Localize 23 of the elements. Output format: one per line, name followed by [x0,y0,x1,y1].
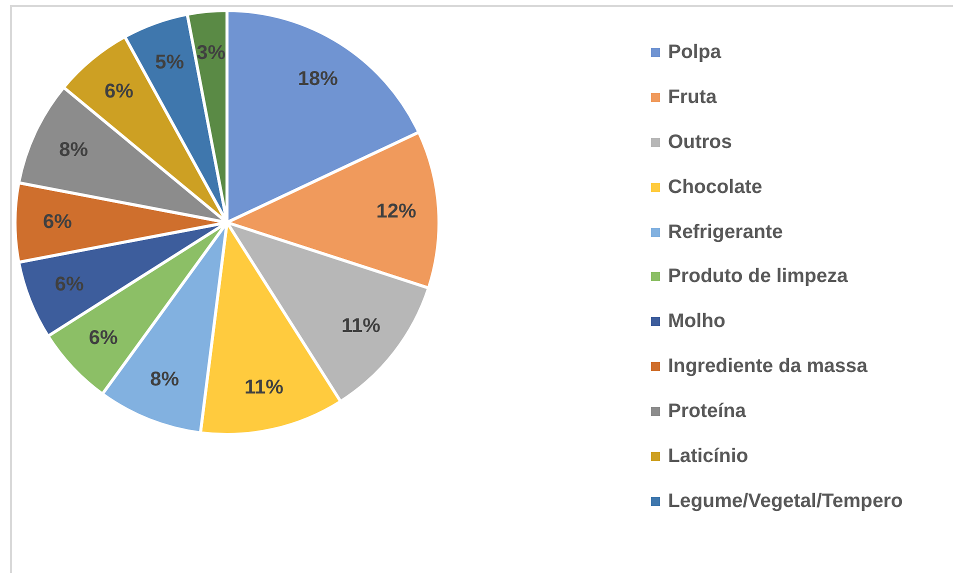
data-label: 6% [42,211,72,234]
data-label: 12% [376,200,416,222]
data-label: 6% [104,80,134,102]
legend-label: Legume/Vegetal/Tempero [668,490,903,513]
legend-label: Produto de limpeza [668,265,848,288]
data-label: 8% [59,138,88,161]
legend-label: Molho [668,310,726,334]
data-label: 11% [342,314,381,337]
data-label: 3% [196,42,226,64]
legend-label: Polpa [668,40,722,64]
legend-label: Laticínio [668,444,748,468]
legend-label: Fruta [668,86,717,109]
data-label: 6% [88,327,118,350]
data-label: 6% [54,273,84,296]
legend-label: Refrigerante [668,220,783,244]
data-label: 18% [298,68,338,90]
legend-label: Proteína [668,400,746,424]
data-label: 5% [155,51,184,74]
legend-label: Chocolate [668,176,762,199]
legend-label: Outros [668,130,732,154]
data-label: 8% [150,368,180,391]
data-label: 11% [244,376,284,399]
legend-label: Ingrediente da massa [668,355,868,378]
